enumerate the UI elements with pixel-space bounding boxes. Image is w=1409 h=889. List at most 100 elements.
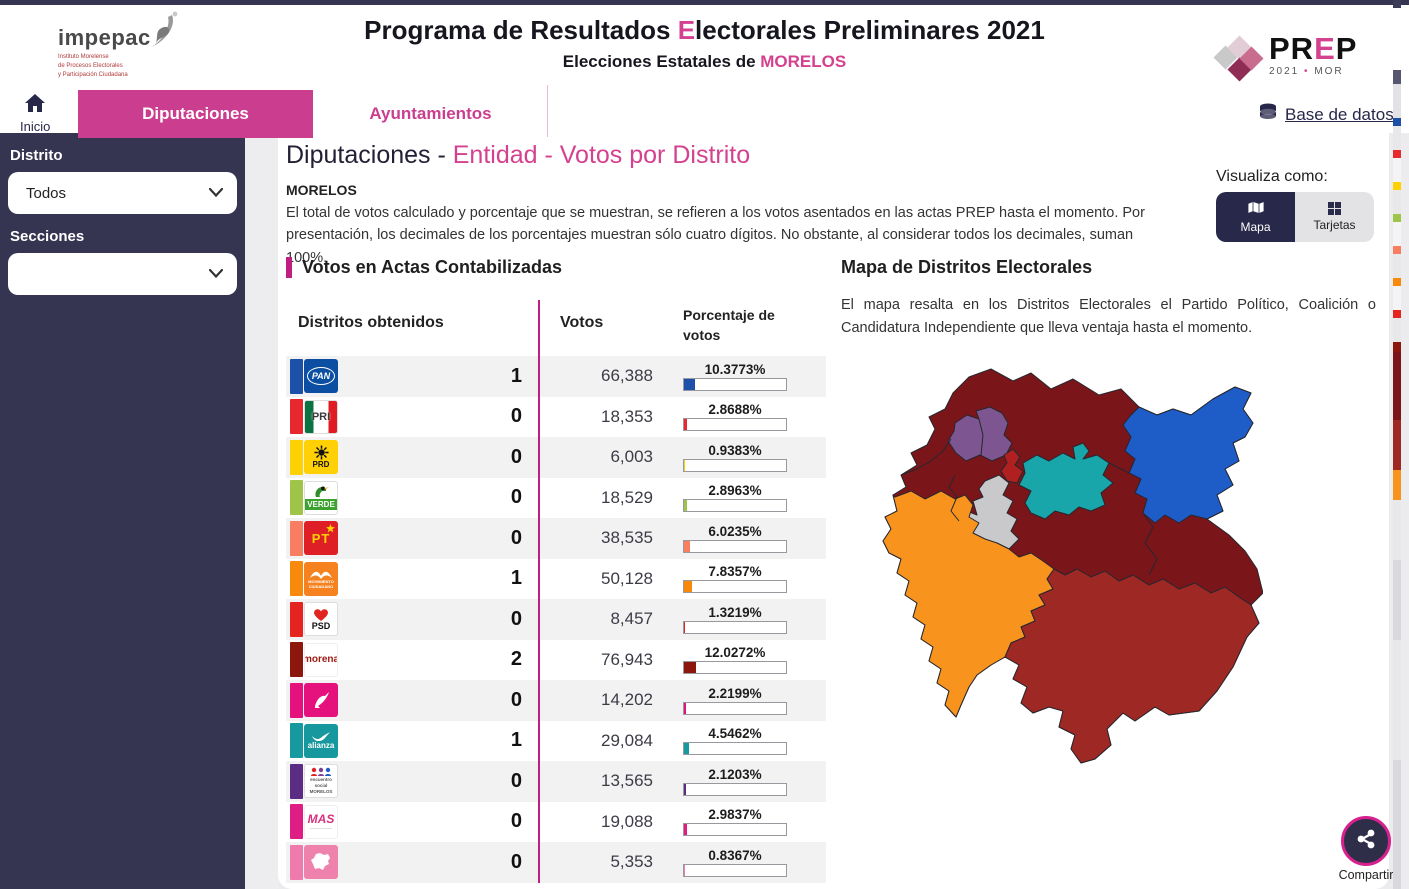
- party-color-bar: [290, 682, 303, 718]
- encuentro-logo: encuentro social MORELOS: [304, 764, 338, 799]
- percent-value: 0.9383%: [708, 442, 762, 458]
- map-description: El mapa resalta en los Distritos Elector…: [841, 297, 1376, 337]
- view-option-cards-label: Tarjetas: [1313, 218, 1356, 232]
- party-row-mc: MOVIMIENTO CIUDADANO 1 50,128 7.8357%: [286, 558, 826, 599]
- party-row-prd: PRD 0 6,003 0.9383%: [286, 437, 826, 478]
- party-row-alianza: alianza 1 29,084 4.5462%: [286, 720, 826, 761]
- database-link[interactable]: Base de datos: [1258, 103, 1394, 127]
- scrollbar-minimap[interactable]: [1393, 0, 1401, 889]
- percent-bar: [683, 580, 787, 594]
- party-row-colibri: 0 14,202 2.2199%: [286, 680, 826, 721]
- percent-bar: [683, 499, 787, 513]
- home-icon: [24, 94, 46, 117]
- percent-bar: [683, 661, 787, 675]
- map-purple-inner-boundary: [978, 418, 984, 456]
- districts-obtained-value: 1: [510, 729, 522, 752]
- votes-value: 38,535: [538, 518, 671, 559]
- alianza-logo-text: alianza: [307, 741, 335, 751]
- party-color-bar: [290, 480, 303, 516]
- view-as-label: Visualiza como:: [1216, 168, 1328, 185]
- view-option-map-label: Mapa: [1240, 219, 1271, 234]
- morena-logo-text: morena: [304, 654, 338, 666]
- tab-ayuntamientos[interactable]: Ayuntamientos: [369, 104, 492, 123]
- percent-value: 0.8367%: [708, 847, 762, 863]
- pt-logo-text: PT: [311, 530, 331, 546]
- districts-obtained-value: 2: [510, 648, 522, 671]
- districts-obtained-value: 0: [510, 769, 522, 792]
- votes-value: 18,529: [538, 477, 671, 518]
- top-accent-strip: [0, 0, 1409, 5]
- prep-year-state: 2021 • MOR: [1269, 66, 1344, 77]
- map-district-blue[interactable]: [1122, 386, 1254, 524]
- votes-value: 13,565: [538, 761, 671, 802]
- podemos-logo: [304, 845, 338, 880]
- party-row-pt: PT 0 38,535 6.0235%: [286, 518, 826, 559]
- party-row-mas: MAS ──────── 0 19,088 2.9837%: [286, 801, 826, 842]
- results-description: El total de votos calculado y porcentaje…: [286, 205, 1145, 266]
- nav-home[interactable]: Inicio: [20, 93, 50, 134]
- database-link-label: Base de datos: [1285, 105, 1394, 124]
- percent-bar: [683, 620, 787, 634]
- map-district-brick[interactable]: [1004, 568, 1260, 764]
- sections-select[interactable]: [8, 253, 237, 295]
- colibri-logo: [304, 683, 338, 718]
- districts-obtained-value: 0: [510, 405, 522, 428]
- party-color-bar: [290, 520, 303, 556]
- district-select[interactable]: Todos: [8, 172, 237, 214]
- impepac-logo: impepac Instituto Morelense de Procesos E…: [58, 11, 208, 80]
- col-header-districts: Distritos obtenidos: [298, 314, 444, 331]
- votes-value: 6,003: [538, 437, 671, 478]
- votes-value: 8,457: [538, 599, 671, 640]
- pri-logo: PRI: [304, 399, 338, 434]
- districts-map: [873, 365, 1264, 770]
- pan-logo-text: PAN: [306, 367, 336, 386]
- votes-value: 66,388: [538, 356, 671, 397]
- cards-grid-icon: [1328, 202, 1341, 215]
- percent-value: 2.8963%: [708, 483, 762, 499]
- tab-diputaciones[interactable]: Diputaciones: [78, 90, 313, 138]
- votes-value: 19,088: [538, 801, 671, 842]
- districts-obtained-value: 0: [510, 486, 522, 509]
- map-district-crimson[interactable]: [1000, 448, 1024, 484]
- map-inner-boundaries: [900, 438, 1158, 576]
- filters-sidebar: Distrito Todos Secciones: [0, 133, 245, 889]
- map-district-purple[interactable]: [947, 406, 1013, 462]
- percent-bar: [683, 539, 787, 553]
- view-option-map[interactable]: Mapa: [1216, 192, 1295, 242]
- col-header-votes: Votos: [538, 300, 671, 356]
- prep-diamond-icon: [1213, 35, 1264, 83]
- nav-home-label: Inicio: [20, 119, 51, 134]
- mc-logo: MOVIMIENTO CIUDADANO: [304, 561, 338, 596]
- main-title: Programa de Resultados Electorales Preli…: [364, 15, 1045, 45]
- party-row-pan: PAN 1 66,388 10.3773%: [286, 356, 826, 397]
- party-row-psd: PSD 0 8,457 1.3219%: [286, 599, 826, 640]
- percent-bar: [683, 418, 787, 432]
- map-district-teal[interactable]: [1018, 442, 1114, 520]
- votes-value: 18,353: [538, 396, 671, 437]
- mas-logo-text: MAS: [307, 812, 335, 827]
- party-color-bar: [290, 358, 303, 394]
- share-icon: [1354, 827, 1378, 856]
- party-row-verde: VERDE 0 18,529 2.8963%: [286, 477, 826, 518]
- morena-logo: morena: [304, 642, 338, 677]
- mc-logo-text: MOVIMIENTO CIUDADANO: [308, 578, 334, 589]
- party-color-bar: [290, 399, 303, 435]
- view-option-cards[interactable]: Tarjetas: [1295, 192, 1374, 242]
- percent-value: 7.8357%: [708, 564, 762, 580]
- page-title: Programa de Resultados Electorales Preli…: [280, 15, 1129, 72]
- percent-value: 2.9837%: [708, 807, 762, 823]
- percent-value: 6.0235%: [708, 523, 762, 539]
- percent-bar: [683, 458, 787, 472]
- verde-logo-text: VERDE: [305, 499, 337, 511]
- map-section-title: Mapa de Distritos Electorales: [841, 257, 1093, 277]
- mas-logo: MAS ────────: [304, 804, 338, 839]
- party-row-encuentro: encuentro social MORELOS 0 13,565 2.1203%: [286, 761, 826, 802]
- percent-bar: [683, 823, 787, 837]
- impepac-swoosh-icon: [146, 11, 180, 56]
- districts-obtained-value: 1: [510, 567, 522, 590]
- votes-value: 50,128: [538, 558, 671, 599]
- sections-filter-label: Secciones: [10, 228, 85, 245]
- share-button[interactable]: [1341, 816, 1391, 866]
- percent-value: 12.0272%: [704, 645, 766, 661]
- psd-logo-text: PSD: [311, 620, 331, 631]
